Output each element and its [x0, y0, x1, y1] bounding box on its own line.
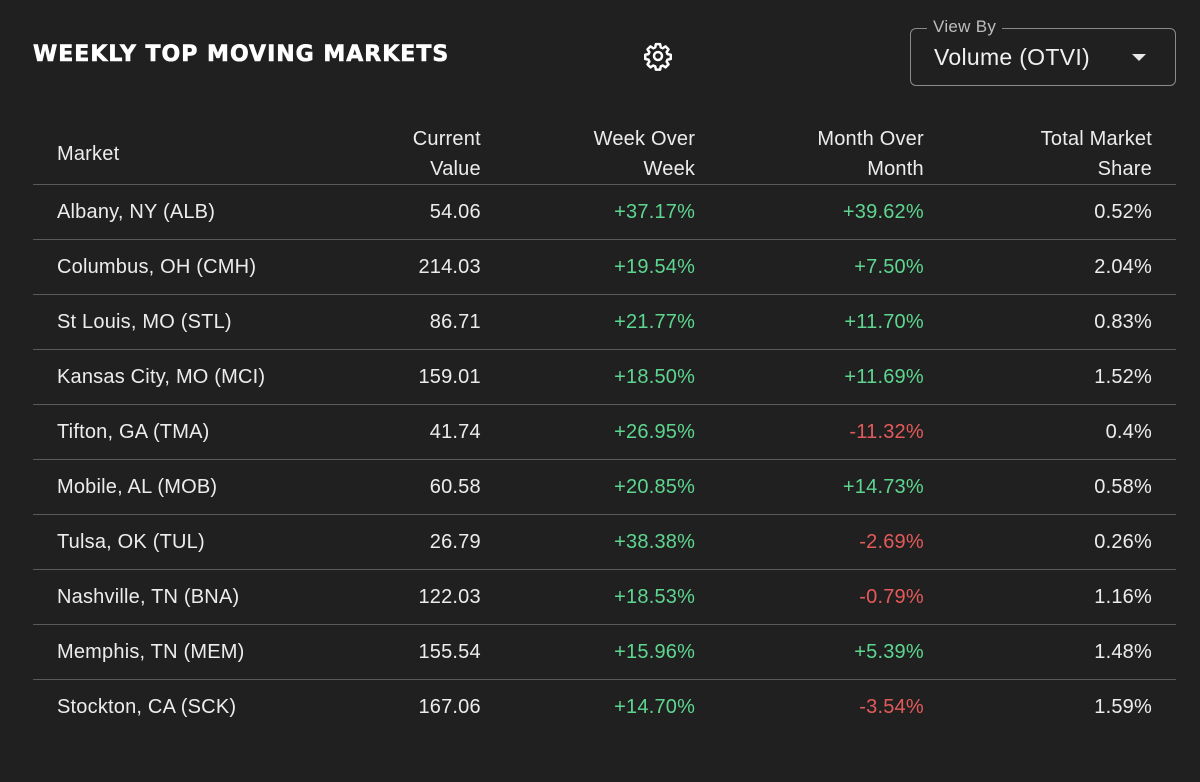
cell-month-over-month: +7.50% — [695, 239, 924, 295]
table-header-row: Market Current Value Week Over Week Month … — [33, 124, 1176, 185]
cell-total-market-share: 1.16% — [923, 569, 1176, 625]
table-row[interactable]: Tifton, GA (TMA) 41.74 +26.95% -11.32% 0.4% — [33, 404, 1176, 460]
table-row[interactable]: St Louis, MO (STL) 86.71 +21.77% +11.70% 0.8… — [33, 294, 1176, 350]
cell-total-market-share: 0.58% — [923, 459, 1176, 515]
view-by-value: Volume (OTVI) — [934, 44, 1090, 70]
cell-month-over-month: -11.32% — [695, 404, 924, 460]
cell-current-value: 26.79 — [282, 514, 481, 570]
gear-icon[interactable] — [643, 41, 673, 71]
cell-current-value: 60.58 — [282, 459, 481, 515]
cell-market: Memphis, TN (MEM) — [33, 624, 283, 680]
cell-market: Tulsa, OK (TUL) — [33, 514, 283, 570]
cell-month-over-month: +11.70% — [695, 294, 924, 350]
table-row[interactable]: Albany, NY (ALB) 54.06 +37.17% +39.62% 0.52% — [33, 184, 1176, 240]
column-header-current-value[interactable]: Current Value — [282, 124, 481, 185]
cell-market: Columbus, OH (CMH) — [33, 239, 283, 295]
column-header-week-over-week[interactable]: Week Over Week — [480, 124, 696, 185]
cell-market: Kansas City, MO (MCI) — [33, 349, 283, 405]
cell-month-over-month: -3.54% — [859, 696, 924, 718]
cell-month-over-month: -0.79% — [695, 569, 924, 625]
cell-total-market-share: 1.59% — [1094, 696, 1152, 718]
cell-total-market-share: 0.83% — [923, 294, 1176, 350]
cell-market: Nashville, TN (BNA) — [33, 569, 283, 625]
table-row[interactable]: Stockton, CA (SCK) 167.06 +14.70% -3.54% 1.5… — [33, 680, 1176, 735]
cell-month-over-month: +5.39% — [695, 624, 924, 680]
table-row[interactable]: Nashville, TN (BNA) 122.03 +18.53% -0.79% 1.… — [33, 569, 1176, 625]
cell-market: Stockton, CA (SCK) — [57, 696, 237, 718]
cell-current-value: 122.03 — [282, 569, 481, 625]
cell-total-market-share: 0.4% — [923, 404, 1176, 460]
cell-week-over-week: +20.85% — [480, 459, 696, 515]
cell-month-over-month: +14.73% — [695, 459, 924, 515]
cell-week-over-week: +38.38% — [480, 514, 696, 570]
cell-current-value: 214.03 — [282, 239, 481, 295]
view-by-label: View By — [927, 17, 1003, 37]
cell-week-over-week: +19.54% — [480, 239, 696, 295]
cell-current-value: 86.71 — [282, 294, 481, 350]
column-header-market[interactable]: Market — [33, 124, 283, 185]
cell-market: Albany, NY (ALB) — [33, 184, 283, 240]
view-by-select[interactable]: View By Volume (OTVI) — [910, 17, 1176, 86]
cell-month-over-month: +39.62% — [695, 184, 924, 240]
cell-current-value: 41.74 — [282, 404, 481, 460]
cell-current-value: 159.01 — [282, 349, 481, 405]
cell-total-market-share: 0.52% — [923, 184, 1176, 240]
cell-market: Mobile, AL (MOB) — [33, 459, 283, 515]
table-row[interactable]: Kansas City, MO (MCI) 159.01 +18.50% +11.69… — [33, 349, 1176, 405]
cell-total-market-share: 2.04% — [923, 239, 1176, 295]
cell-week-over-week: +18.50% — [480, 349, 696, 405]
cell-market: Tifton, GA (TMA) — [33, 404, 283, 460]
cell-month-over-month: +11.69% — [695, 349, 924, 405]
markets-table: Market Current Value Week Over Week Month … — [33, 124, 1176, 734]
cell-week-over-week: +15.96% — [480, 624, 696, 680]
cell-week-over-week: +21.77% — [480, 294, 696, 350]
column-header-month-over-month[interactable]: Month Over Month — [695, 124, 924, 185]
cell-total-market-share: 1.52% — [923, 349, 1176, 405]
cell-total-market-share: 1.48% — [923, 624, 1176, 680]
page-title: WEEKLY TOP MOVING MARKETS — [33, 41, 450, 68]
column-header-total-market-share[interactable]: Total Market Share — [923, 124, 1176, 185]
cell-current-value: 167.06 — [418, 696, 481, 718]
cell-month-over-month: -2.69% — [695, 514, 924, 570]
cell-week-over-week: +37.17% — [480, 184, 696, 240]
cell-week-over-week: +14.70% — [614, 696, 696, 718]
cell-current-value: 54.06 — [282, 184, 481, 240]
cell-week-over-week: +18.53% — [480, 569, 696, 625]
cell-week-over-week: +26.95% — [480, 404, 696, 460]
table-row[interactable]: Columbus, OH (CMH) 214.03 +19.54% +7.50% 2.0… — [33, 239, 1176, 295]
caret-down-icon[interactable] — [1132, 54, 1146, 61]
table-row[interactable]: Mobile, AL (MOB) 60.58 +20.85% +14.73% 0.58% — [33, 459, 1176, 515]
cell-current-value: 155.54 — [282, 624, 481, 680]
table-row[interactable]: Memphis, TN (MEM) 155.54 +15.96% +5.39% 1.48… — [33, 624, 1176, 680]
table-row[interactable]: Tulsa, OK (TUL) 26.79 +38.38% -2.69% 0.26% — [33, 514, 1176, 570]
cell-market: St Louis, MO (STL) — [33, 294, 283, 350]
cell-total-market-share: 0.26% — [923, 514, 1176, 570]
